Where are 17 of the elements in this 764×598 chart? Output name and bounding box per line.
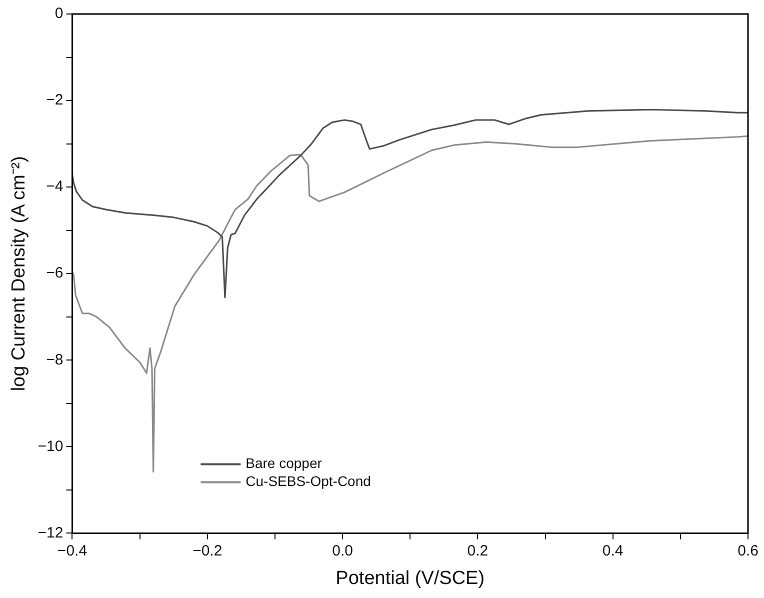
- y-tick-label: −6: [46, 264, 64, 282]
- y-tick-label: −4: [46, 178, 64, 196]
- x-tick-label: 0.2: [467, 542, 488, 560]
- legend-label: Cu-SEBS-Opt-Cond: [246, 473, 371, 490]
- legend-label: Bare copper: [246, 455, 322, 472]
- x-tick-label: −0.4: [57, 542, 88, 560]
- x-tick-label: 0.0: [332, 542, 353, 560]
- y-tick-label: −10: [38, 438, 64, 455]
- x-tick-label: 0.6: [738, 542, 758, 560]
- y-tick-label: −12: [38, 524, 64, 542]
- y-tick-label: 0: [54, 5, 64, 22]
- y-axis-title: log Current Density (A cm⁻²): [8, 156, 30, 392]
- x-tick-label: −0.2: [192, 542, 222, 560]
- y-tick-label: −2: [46, 92, 64, 109]
- x-axis-title: Potential (V/SCE): [336, 568, 485, 589]
- x-tick-label: 0.4: [602, 542, 624, 560]
- y-tick-label: −8: [46, 351, 64, 368]
